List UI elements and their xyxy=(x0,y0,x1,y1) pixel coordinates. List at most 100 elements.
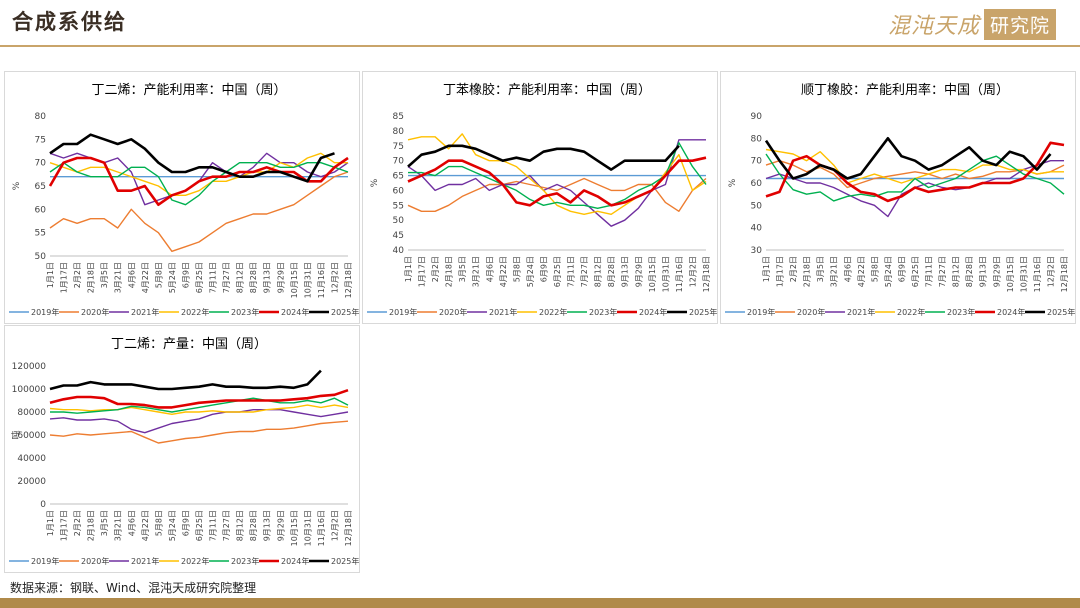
x-tick-label: 8月28日 xyxy=(249,262,258,293)
chart-1: 丁二烯：产能利用率：中国（周）% 50 55 60 65 70 75 80 1月1日 1月17日 2… xyxy=(9,82,359,317)
y-tick-label: 65 xyxy=(35,182,46,192)
x-tick-label: 11月16日 xyxy=(317,262,326,298)
legend-label: 2025年 xyxy=(331,556,359,566)
series-line-2025 xyxy=(764,137,1052,180)
y-tick-label: 55 xyxy=(393,201,404,211)
legend-label: 2021年 xyxy=(131,307,159,317)
x-tick-label: 12月2日 xyxy=(1046,256,1055,287)
x-tick-label: 9月29日 xyxy=(276,510,285,541)
x-tick-label: 6月9日 xyxy=(181,510,190,536)
legend-label: 2020年 xyxy=(797,307,825,317)
x-tick-label: 9月13日 xyxy=(979,256,988,287)
chart-title: 丁二烯：产能利用率：中国（周） xyxy=(91,82,286,98)
x-tick-label: 6月25日 xyxy=(911,256,920,287)
x-tick-label: 6月9日 xyxy=(181,262,190,288)
y-tick-label: 45 xyxy=(393,231,404,241)
series-line-2022 xyxy=(49,404,349,415)
legend-label: 2019年 xyxy=(389,307,417,317)
x-tick-label: 9月29日 xyxy=(992,256,1001,287)
x-tick-label: 4月6日 xyxy=(485,256,494,282)
x-tick-label: 11月16日 xyxy=(1033,256,1042,292)
x-tick-label: 9月29日 xyxy=(276,262,285,293)
x-tick-label: 2月18日 xyxy=(87,510,96,541)
x-tick-label: 7月27日 xyxy=(938,256,947,287)
x-tick-label: 12月18日 xyxy=(702,256,711,292)
series-line-2023 xyxy=(49,162,349,206)
x-tick-label: 12月18日 xyxy=(344,510,353,546)
x-tick-label: 6月25日 xyxy=(553,256,562,287)
x-tick-label: 10月31日 xyxy=(1019,256,1028,292)
x-tick-label: 10月31日 xyxy=(661,256,670,292)
x-tick-label: 5月8日 xyxy=(154,262,163,288)
footer-bar xyxy=(0,598,1080,608)
x-tick-label: 10月15日 xyxy=(290,262,299,298)
x-tick-label: 8月12日 xyxy=(594,256,603,287)
x-tick-label: 6月9日 xyxy=(897,256,906,282)
chart-4: 丁二烯：产量：中国（周） 吨 0 20000 40000 60000 80000 100000… xyxy=(9,337,359,566)
x-tick-label: 5月8日 xyxy=(870,256,879,282)
x-tick-label: 11月16日 xyxy=(317,510,326,546)
y-axis-label: % xyxy=(370,178,380,187)
legend-label: 2024年 xyxy=(281,307,309,317)
x-tick-label: 4月22日 xyxy=(499,256,508,287)
legend-label: 2019年 xyxy=(31,307,59,317)
x-tick-label: 4月6日 xyxy=(127,262,136,288)
y-tick-label: 90 xyxy=(751,112,763,122)
x-tick-label: 3月21日 xyxy=(114,262,123,293)
page-title: 合成系供给 xyxy=(12,9,127,34)
series-line-2022 xyxy=(49,152,348,196)
x-tick-label: 9月13日 xyxy=(621,256,630,287)
legend-label: 2023年 xyxy=(947,307,975,317)
legend-label: 2021年 xyxy=(847,307,875,317)
legend-label: 2020年 xyxy=(81,556,109,566)
x-tick-label: 8月28日 xyxy=(965,256,974,287)
x-tick-label: 2月18日 xyxy=(87,262,96,293)
x-tick-label: 7月27日 xyxy=(222,510,231,541)
chart-title: 丁苯橡胶：产能利用率：中国（周） xyxy=(443,82,651,98)
chart-panel-1: 丁二烯：产能利用率：中国（周）% 50 55 60 65 70 75 80 1月1日 1月17日 2… xyxy=(4,71,360,324)
y-tick-label: 50 xyxy=(35,252,47,262)
y-tick-label: 70 xyxy=(751,157,763,167)
x-tick-label: 5月24日 xyxy=(168,510,177,541)
x-tick-label: 6月25日 xyxy=(195,510,204,541)
series-line-2023 xyxy=(765,153,1065,202)
x-tick-label: 3月21日 xyxy=(830,256,839,287)
x-tick-label: 7月11日 xyxy=(209,262,218,293)
x-tick-label: 3月5日 xyxy=(100,262,109,288)
x-tick-label: 10月15日 xyxy=(648,256,657,292)
y-tick-label: 75 xyxy=(35,135,46,145)
x-tick-label: 5月8日 xyxy=(154,510,163,536)
x-tick-label: 3月21日 xyxy=(114,510,123,541)
x-tick-label: 10月15日 xyxy=(1006,256,1015,292)
x-tick-label: 7月27日 xyxy=(222,262,231,293)
legend-label: 2019年 xyxy=(31,556,59,566)
series-line-2025 xyxy=(49,133,335,183)
header-divider xyxy=(0,45,1080,47)
y-tick-label: 20000 xyxy=(17,477,46,487)
x-tick-label: 2月2日 xyxy=(431,256,440,282)
x-tick-label: 7月11日 xyxy=(925,256,934,287)
y-tick-label: 60 xyxy=(393,186,405,196)
legend-label: 2020年 xyxy=(439,307,467,317)
chart-title: 丁二烯：产量：中国（周） xyxy=(111,337,267,352)
x-tick-label: 11月16日 xyxy=(675,256,684,292)
logo-text: 混沌天成 xyxy=(887,14,980,39)
y-axis-label: % xyxy=(728,178,738,187)
chart-3: 顺丁橡胶：产能利用率：中国（周）% 30 40 50 60 70 80 90 1月1日 1月17日… xyxy=(725,82,1075,317)
y-tick-label: 75 xyxy=(393,142,404,152)
logo: 混沌天成 研究院 xyxy=(888,8,1056,40)
x-tick-label: 4月22日 xyxy=(141,510,150,541)
x-tick-label: 7月11日 xyxy=(567,256,576,287)
x-tick-label: 1月1日 xyxy=(46,510,55,536)
x-tick-label: 4月22日 xyxy=(857,256,866,287)
y-axis-label: % xyxy=(12,181,22,190)
x-tick-label: 5月24日 xyxy=(884,256,893,287)
y-tick-label: 80 xyxy=(393,127,405,137)
legend-label: 2024年 xyxy=(281,556,309,566)
chart-title: 顺丁橡胶：产能利用率：中国（周） xyxy=(801,82,1009,98)
series-line-2020 xyxy=(407,177,707,212)
x-tick-label: 12月2日 xyxy=(688,256,697,287)
x-tick-label: 5月24日 xyxy=(526,256,535,287)
y-tick-label: 80 xyxy=(751,134,763,144)
x-tick-label: 2月2日 xyxy=(789,256,798,282)
